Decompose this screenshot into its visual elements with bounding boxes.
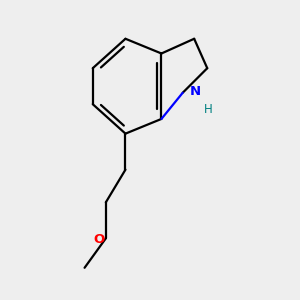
Text: H: H — [204, 103, 213, 116]
Text: O: O — [94, 233, 105, 246]
Text: N: N — [189, 85, 200, 98]
